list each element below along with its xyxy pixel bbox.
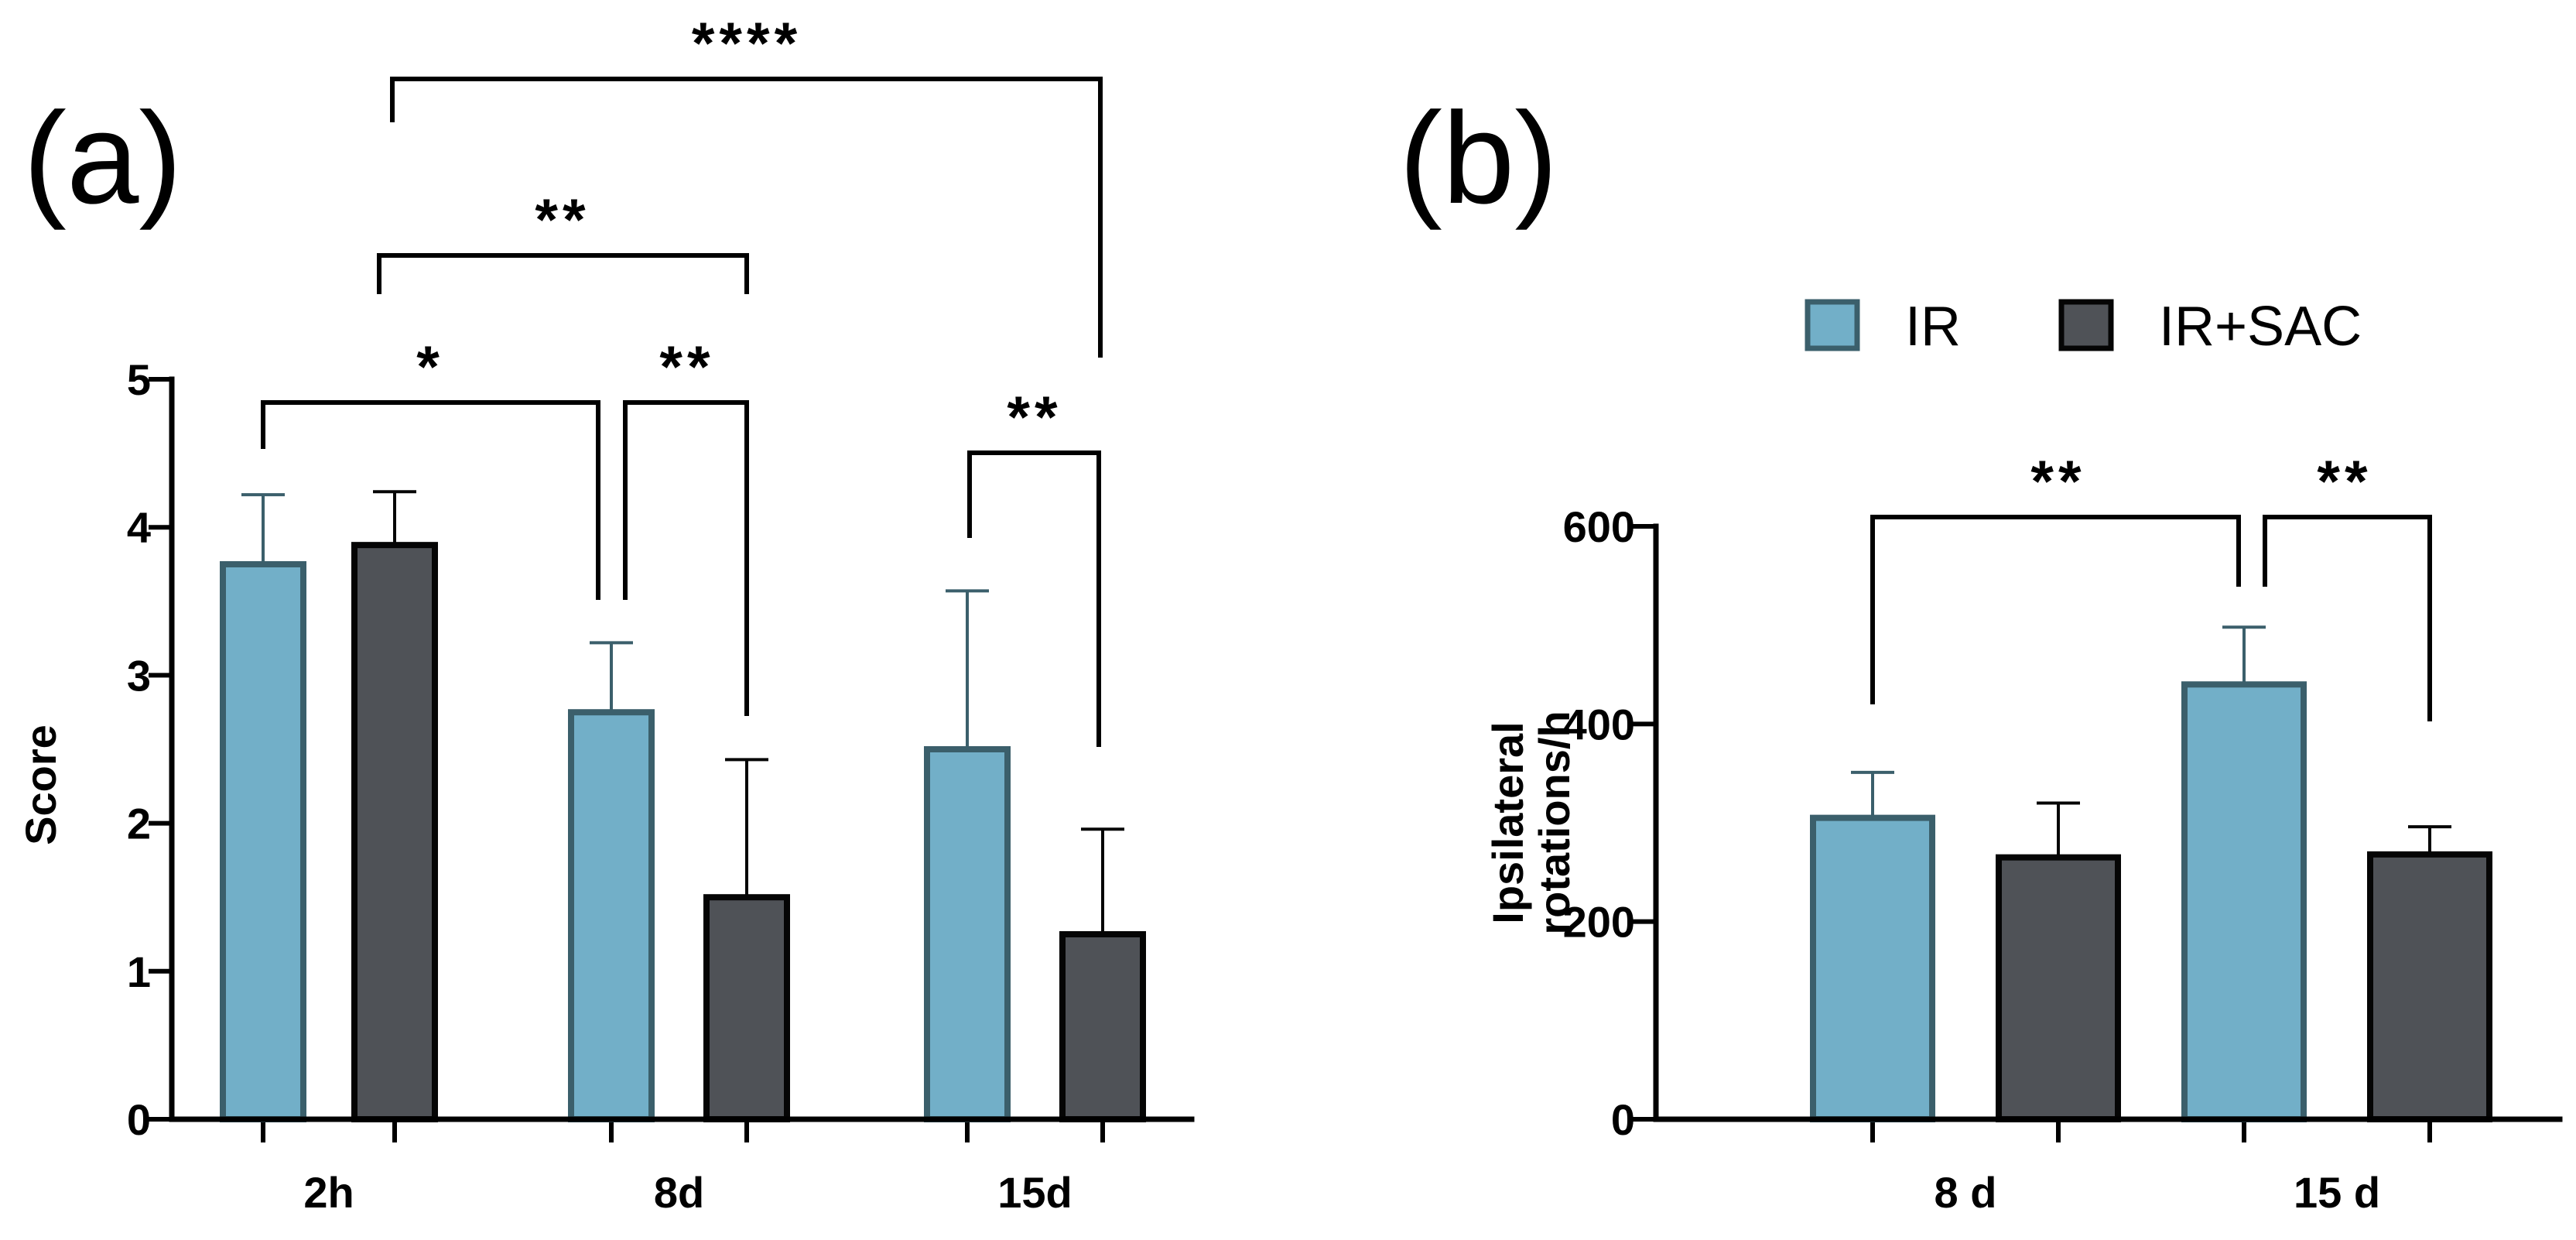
- significance-label: **: [1007, 385, 1062, 450]
- bar-irsac-1: [703, 894, 790, 1122]
- y-tick-label: 200: [1563, 898, 1635, 947]
- bar-irsac-1: [2367, 851, 2492, 1123]
- significance-bracket: [1870, 515, 2241, 704]
- x-tick-label: 8 d: [1935, 1168, 1997, 1217]
- significance-bracket: [2263, 515, 2432, 721]
- bar-ir-2: [924, 746, 1011, 1122]
- panel-a-bars: [220, 490, 1146, 1122]
- panel-a-label: (a): [23, 85, 182, 231]
- legend: IR IR+SAC: [1805, 296, 2362, 358]
- significance-label: ****: [692, 11, 802, 77]
- y-tick-label: 3: [127, 651, 151, 700]
- legend-label-irsac: IR+SAC: [2159, 296, 2362, 358]
- panel-b: (b) Ipsilateral rotations/h IR IR+SAC 0 2…: [1399, 85, 2563, 1217]
- significance-bracket: [390, 77, 1103, 358]
- panel-a-y-ticks: 0 1 2 3 4 5: [127, 355, 172, 1144]
- significance-bracket: [967, 450, 1101, 747]
- panel-a-y-axis-label: Score: [16, 724, 65, 845]
- significance-bracket: [261, 400, 600, 600]
- significance-label: *: [416, 334, 444, 400]
- significance-label: **: [2030, 449, 2085, 515]
- y-tick-label: 0: [1611, 1095, 1635, 1144]
- y-tick-label: 4: [127, 503, 151, 552]
- y-tick-label: 400: [1563, 700, 1635, 748]
- x-tick-label: 8d: [654, 1168, 704, 1217]
- bar-ir-0: [220, 561, 306, 1122]
- panel-b-y-axis-label-line-1: Ipsilateral: [1483, 721, 1532, 923]
- y-tick-label: 5: [127, 355, 151, 404]
- x-tick-label: 15d: [997, 1168, 1072, 1217]
- significance-label: **: [659, 334, 714, 400]
- x-tick-label: 2h: [303, 1168, 354, 1217]
- x-tick-label: 15 d: [2294, 1168, 2380, 1217]
- panel-b-x-ticks: 8 d 15 d: [1870, 1119, 2432, 1217]
- significance-label: **: [2317, 449, 2372, 515]
- legend-swatch-ir: [1805, 299, 1860, 351]
- y-tick-label: 600: [1563, 502, 1635, 551]
- panel-b-label: (b): [1399, 85, 1558, 231]
- panel-b-bars: [1810, 625, 2492, 1123]
- legend-label-ir: IR: [1905, 296, 1961, 358]
- panel-b-y-ticks: 0 200 400 600: [1563, 502, 1656, 1144]
- significance-label: **: [535, 187, 590, 253]
- bar-ir-0: [1810, 814, 1935, 1123]
- bar-irsac-2: [1059, 931, 1146, 1122]
- bar-ir-1: [568, 709, 655, 1122]
- bar-irsac-0: [1996, 854, 2121, 1123]
- panel-a-significance: ******* ****: [261, 11, 1103, 747]
- significance-bracket: [623, 400, 749, 716]
- significance-bracket: [377, 253, 749, 294]
- y-tick-label: 1: [127, 947, 151, 996]
- panel-a-x-ticks: 2h 8d 15d: [261, 1119, 1105, 1217]
- panel-b-significance: ** **: [1870, 449, 2432, 721]
- bar-ir-1: [2181, 681, 2307, 1122]
- bar-irsac-0: [351, 542, 438, 1122]
- y-tick-label: 0: [127, 1095, 151, 1144]
- panel-b-y-axis-label-line-2: rotations/h: [1530, 711, 1579, 934]
- legend-swatch-irsac: [2058, 299, 2114, 351]
- y-tick-label: 2: [127, 800, 151, 848]
